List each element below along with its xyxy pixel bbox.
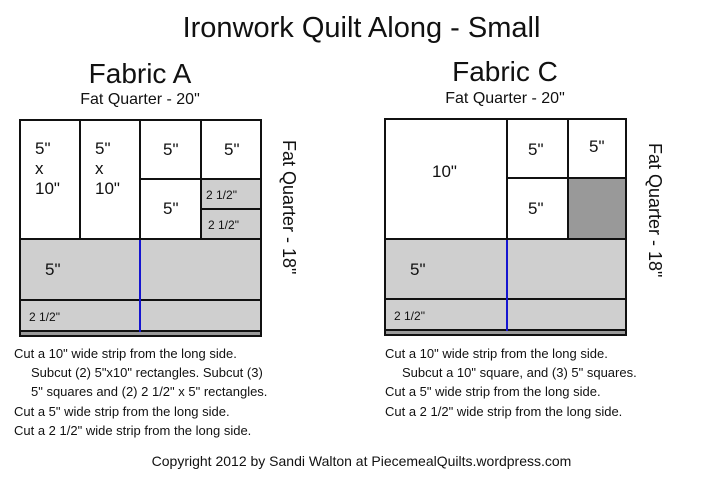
waste-area [567, 177, 627, 240]
instruction-line: 5" squares and (2) 2 1/2" x 5" rectangle… [31, 384, 268, 400]
ten-inch-square: 10" [384, 118, 508, 240]
fabric-a-height-label: Fat Quarter - 18" [279, 140, 299, 275]
piece-label: 5" [528, 140, 544, 159]
piece-label: 2 1/2" [394, 309, 425, 323]
half-rectangle-piece: 2 1/2" [200, 208, 262, 240]
piece-label: 5" [35, 139, 51, 158]
fabric-c-title: Fabric C [452, 56, 558, 87]
fabric-c-height-label: Fat Quarter - 18" [645, 143, 665, 278]
instruction-line: Cut a 5" wide strip from the long side. [385, 384, 601, 400]
cut-line [139, 240, 141, 332]
piece-label: 5" [95, 139, 111, 158]
piece-label: x [35, 159, 44, 178]
instruction-line: Cut a 10" wide strip from the long side. [385, 346, 608, 361]
half-rectangle-piece: 2 1/2" [200, 178, 262, 210]
square-piece: 5" [200, 119, 262, 180]
square-piece: 5" [506, 177, 569, 240]
page-title: Ironwork Quilt Along - Small [182, 12, 541, 44]
piece-label: 5" [528, 199, 544, 218]
two-half-inch-strip: 2 1/2" [384, 298, 627, 331]
piece-label: 5" [163, 140, 179, 159]
piece-label: x [95, 159, 104, 178]
rectangle-piece: 5" x 10" [19, 119, 81, 240]
piece-label: 10" [95, 179, 120, 198]
cut-line [506, 240, 508, 331]
piece-label: 5" [45, 260, 61, 279]
square-piece: 5" [139, 119, 202, 180]
piece-label: 2 1/2" [208, 218, 239, 232]
square-piece: 5" [139, 178, 202, 240]
fabric-c-width-label: Fat Quarter - 20" [445, 90, 565, 107]
instruction-line: Cut a 5" wide strip from the long side. [14, 403, 230, 419]
piece-label: 2 1/2" [206, 188, 237, 202]
piece-label: 5" [224, 140, 240, 159]
rectangle-piece: 5" x 10" [79, 119, 141, 240]
square-piece: 5" [506, 118, 569, 179]
copyright: Copyright 2012 by Sandi Walton at Piecem… [151, 453, 572, 469]
piece-label: 2 1/2" [29, 310, 60, 324]
fabric-c-instructions: Cut a 10" wide strip from the long side.… [385, 344, 637, 421]
piece-label: 5" [163, 199, 179, 218]
instruction-line: Subcut (2) 5"x10" rectangles. Subcut (3) [31, 365, 263, 381]
square-piece: 5" [567, 118, 627, 179]
piece-label: 5" [589, 137, 605, 156]
fabric-a-width-label: Fat Quarter - 20" [80, 91, 200, 108]
instruction-line: Cut a 2 1/2" wide strip from the long si… [385, 403, 623, 419]
instruction-line: Cut a 10" wide strip from the long side. [14, 346, 237, 361]
piece-label: 10" [35, 179, 60, 198]
instruction-line: Subcut a 10" square, and (3) 5" squares. [402, 365, 637, 381]
piece-label: 5" [410, 260, 426, 279]
instruction-line: Cut a 2 1/2" wide strip from the long si… [14, 422, 252, 438]
piece-label: 10" [432, 162, 457, 181]
fabric-a-title: Fabric A [88, 58, 192, 89]
fabric-a-instructions: Cut a 10" wide strip from the long side.… [14, 344, 267, 440]
